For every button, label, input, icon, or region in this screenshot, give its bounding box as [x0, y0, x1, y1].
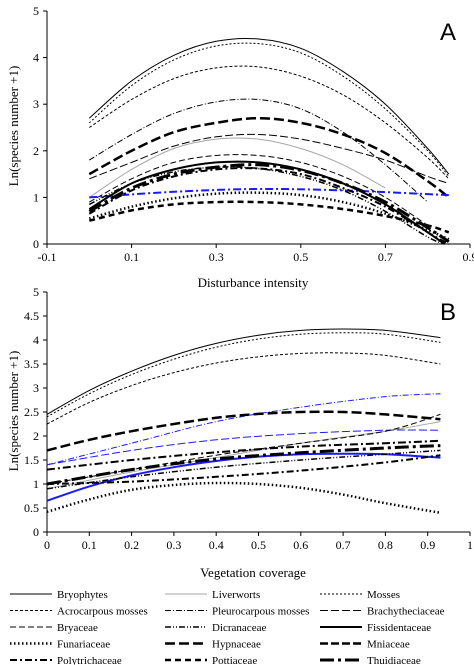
panel-a-plot-area: 0 1 2 3 4 5 -0.1 0.1 0.3 0.5 0.7 0.9	[33, 4, 474, 264]
legend-label-thuidiaceae: Thuidiaceae	[367, 655, 421, 665]
panel-a-series-acrocarpous-mosses	[89, 65, 450, 180]
panel-b-series-thuidiaceae	[46, 444, 441, 486]
legend-label-hypnaceae: Hypnaceae	[212, 639, 261, 651]
panel-a-y-tick-label: 3	[33, 97, 39, 111]
panel-b-x-tick-label: 0.9	[420, 538, 435, 552]
panel-b-series-brachytheciaceae	[46, 429, 441, 466]
legend-label-acrocarpous-mosses: Acrocarpous mosses	[57, 606, 148, 618]
panel-b-y-tick-label: 1.5	[24, 453, 39, 467]
panel-a-x-tick-label: 0.9	[463, 250, 474, 264]
panel-a-series-fissidentaceae	[88, 160, 446, 245]
panel-b-y-tick-label: 3	[33, 381, 39, 395]
panel-b-series-acrocarpous-mosses	[46, 352, 441, 425]
panel-b-x-tick-label: 0.5	[251, 538, 266, 552]
panel-b-plot-area: 0 0.5 1 1.5 2 2.5 3 3.5 4 4.5 5 0 0.1 0.2 0.3 0.4 0.5 0.6…	[24, 285, 473, 552]
panel-a-xlabel: Disturbance intensity	[198, 275, 309, 290]
panel-b-series-funariaceae	[46, 481, 441, 515]
panel-b-xlabel: Vegetation coverage	[200, 565, 306, 580]
panel-a-x-tick-label: 0.3	[209, 250, 224, 264]
panel-b-y-tick-label: 5	[33, 285, 39, 299]
panel-b-x-tick-label: 1	[467, 538, 473, 552]
legend: Bryophytes Liverworts Mosses Acrocarpous mo…	[10, 589, 445, 665]
legend-label-brachytheciaceae: Brachytheciaceae	[367, 606, 445, 618]
panel-b-series-bryophytes	[46, 328, 441, 415]
panel-b-y-tick-label: 2.5	[24, 405, 39, 419]
legend-label-liverworts: Liverworts	[212, 589, 260, 601]
legend-label-pottiaceae: Pottiaceae	[212, 655, 257, 665]
panel-b-chart: Ln(species number +1) Vegetation coverag…	[6, 285, 473, 580]
legend-label-pleurocarpous-mosses: Pleurocarpous mosses	[212, 606, 309, 618]
panel-b-y-tick-label: 4	[33, 333, 39, 347]
panel-b-y-tick-label: 0	[33, 525, 39, 539]
panel-b-series-mosses	[46, 332, 441, 418]
legend-label-dicranaceae: Dicranaceae	[212, 622, 266, 634]
panel-a-series-liverworts	[89, 137, 386, 198]
panel-a-chart: Ln(species number +1) Disturbance intens…	[6, 4, 474, 290]
panel-b-x-tick-label: 0	[44, 538, 50, 552]
panel-a-ylabel: Ln(species number +1)	[6, 66, 21, 187]
panel-b-x-tick-label: 0.3	[166, 538, 181, 552]
panel-a-series-funariaceae	[88, 191, 450, 241]
panel-a-series-hypnaceae	[88, 116, 450, 199]
panel-b-x-tick-label: 0.7	[336, 538, 351, 552]
panel-a-series-dicranaceae	[88, 166, 445, 245]
panel-a-series-pottiaceae	[89, 200, 450, 234]
legend-label-bryaceae: Bryaceae	[57, 622, 98, 634]
panel-b-x-tick-label: 0.6	[293, 538, 308, 552]
panel-a-label: A	[440, 19, 456, 46]
legend-label-fissidentaceae: Fissidentaceae	[367, 622, 431, 634]
panel-a-x-tick-label: 0.5	[293, 250, 308, 264]
panel-b-series-dicranaceae	[46, 449, 441, 490]
panel-b-ylabel: Ln(species number +1)	[6, 351, 21, 472]
panel-a-x-tick-label: 0.7	[378, 250, 393, 264]
legend-label-bryophytes: Bryophytes	[57, 589, 108, 601]
panel-b-series-hypnaceae	[46, 410, 441, 452]
panel-b-x-tick-label: 0.8	[378, 538, 393, 552]
panel-a-y-tick-label: 1	[33, 190, 39, 204]
legend-label-polytrichaceae: Polytrichaceae	[57, 655, 122, 665]
panel-a-series-polytrichaceae	[88, 167, 450, 245]
panel-b-y-tick-label: 4.5	[24, 309, 39, 323]
panel-b-x-tick-label: 0.4	[209, 538, 224, 552]
panel-a-y-tick-label: 0	[33, 237, 39, 251]
panel-b-series-fissidentaceae	[46, 452, 441, 502]
panel-a-series-pleurocarpous-mosses	[89, 98, 429, 203]
legend-label-mosses: Mosses	[367, 589, 400, 601]
legend-label-funariaceae: Funariaceae	[57, 639, 110, 651]
panel-b-series-bryaceae	[46, 413, 441, 485]
panel-b-label: B	[440, 299, 456, 326]
panel-a-series-thuidiaceae	[88, 163, 450, 243]
panel-b-y-tick-label: 2	[33, 429, 39, 443]
panel-a-series-mniaceae	[89, 187, 449, 199]
panel-b-y-tick-label: 0.5	[24, 501, 39, 515]
panel-a-y-tick-label: 4	[33, 51, 39, 65]
panel-a-series-brachytheciaceae	[89, 133, 449, 184]
panel-a-series-mosses	[88, 42, 450, 177]
panel-b-x-tick-label: 0.1	[82, 538, 97, 552]
legend-label-mniaceae: Mniaceae	[367, 639, 410, 651]
panel-b-y-tick-label: 1	[33, 477, 39, 491]
panel-b-series-mniaceae	[46, 439, 441, 471]
panel-a-x-tick-label: -0.1	[38, 250, 57, 264]
panel-b-x-tick-label: 0.2	[124, 538, 139, 552]
panel-a-y-tick-label: 5	[33, 4, 39, 18]
panel-a-y-tick-label: 2	[33, 144, 39, 158]
panel-b-y-tick-label: 3.5	[24, 357, 39, 371]
panel-a-series-bryophytes	[88, 37, 450, 175]
panel-a-x-tick-label: 0.1	[124, 250, 139, 264]
panel-b-series-pleurocarpous-mosses	[46, 393, 441, 466]
